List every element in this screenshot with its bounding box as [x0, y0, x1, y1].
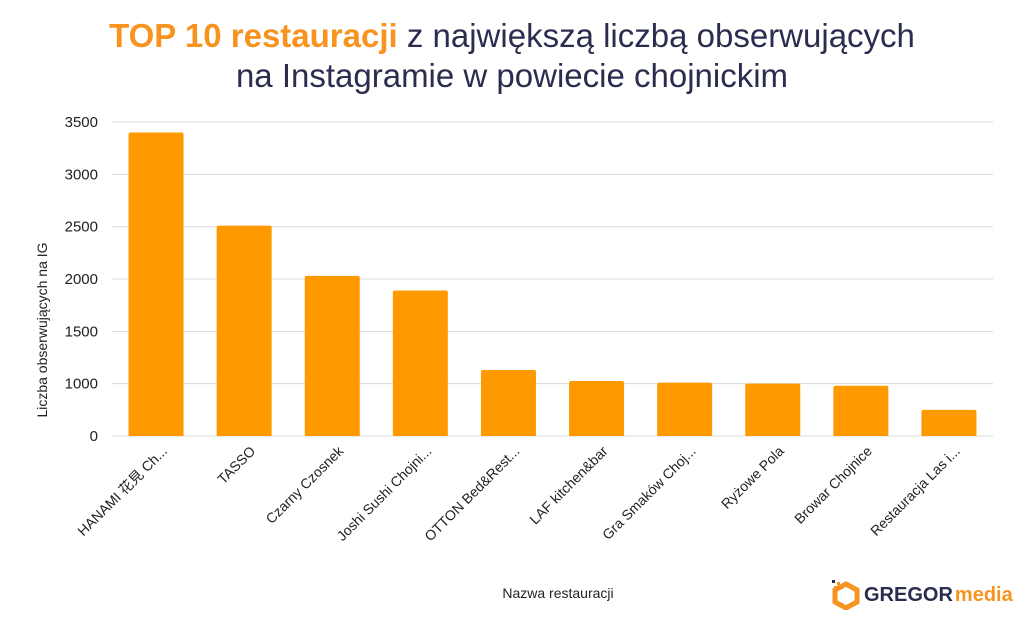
bar [569, 381, 625, 436]
y-tick-label: 2000 [65, 271, 98, 288]
gregor-media-logo: GREGOR media [832, 580, 1013, 610]
bar [216, 225, 272, 436]
bar [833, 385, 889, 436]
x-tick-label: Czarny Czosnek [262, 442, 347, 527]
bar [745, 383, 801, 436]
chart-title-line2: na Instagramie w powiecie chojnickim [235, 57, 789, 94]
y-tick-label: 1500 [65, 323, 98, 340]
x-tick-label: Browar Chojnice [791, 443, 875, 527]
bar [128, 132, 184, 436]
x-tick-label: Gra Smaków Choj... [599, 443, 699, 543]
x-tick-label: Restauracja Las i... [867, 443, 963, 539]
logo-suffix: media [954, 583, 1013, 606]
bar [480, 370, 536, 436]
y-tick-label: 2500 [65, 219, 98, 236]
bar [304, 275, 360, 436]
x-tick-label: LAF kitchen&bar [526, 443, 611, 528]
x-tick-label: Joshi Sushi Chojni... [333, 443, 434, 544]
y-tick-label: 3500 [65, 114, 98, 131]
y-tick-label: 0 [90, 428, 98, 445]
x-tick-label: HANAMI 花見 Ch... [74, 443, 170, 539]
title-highlight: TOP 10 restauracji [109, 17, 398, 54]
x-tick-label: TASSO [214, 443, 258, 487]
y-tick-label: 3000 [65, 166, 98, 183]
title-rest: z największą liczbą obserwujących [397, 17, 915, 54]
chart-title-line1: TOP 10 restauracji z największą liczbą o… [0, 16, 1024, 56]
bar [921, 409, 977, 436]
y-tick-label: 1000 [65, 376, 98, 393]
x-tick-label: Ryżowe Pola [718, 443, 787, 512]
logo-brand: GREGOR [864, 583, 953, 606]
bar [657, 382, 713, 436]
y-axis-label: Liczba obserwujących na IG [34, 242, 50, 417]
hexagon-logo-icon [832, 580, 860, 610]
x-tick-label: OTTON Bed&Rest... [421, 443, 522, 544]
bar [392, 290, 448, 436]
x-axis-label: Nazwa restauracji [502, 585, 613, 601]
